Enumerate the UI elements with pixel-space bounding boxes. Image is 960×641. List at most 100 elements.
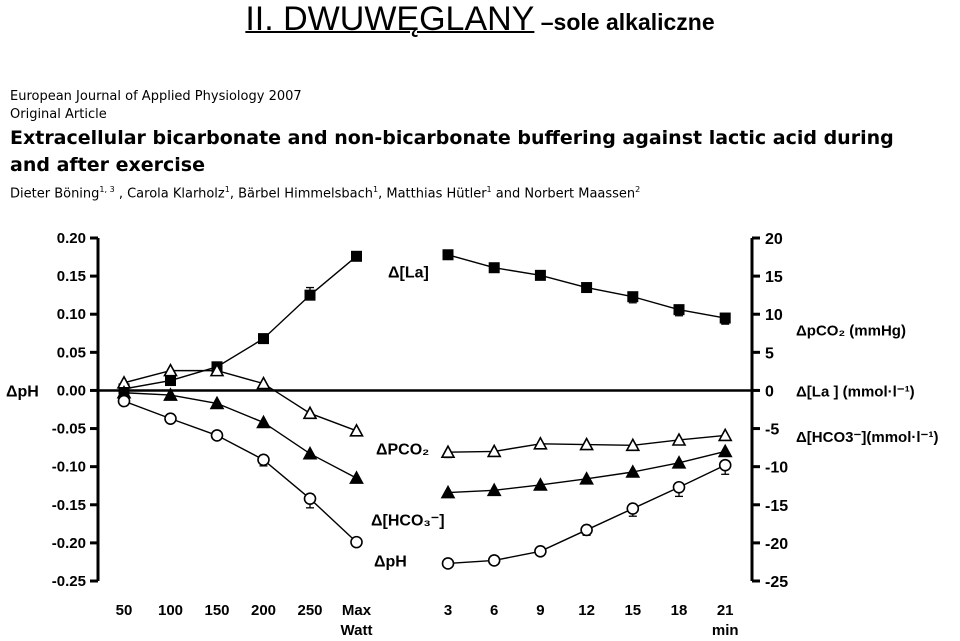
- data-point: [671, 432, 687, 446]
- data-point: [258, 333, 269, 345]
- x-tick-label: 100: [158, 602, 183, 619]
- data-point: [671, 455, 687, 469]
- series-line: [123, 255, 357, 390]
- journal-name: European Journal of Applied Physiology 2…: [10, 89, 302, 104]
- data-point: [718, 458, 732, 472]
- author-affiliation: 1, 3: [99, 185, 115, 194]
- author-name: Dieter Böning: [10, 186, 100, 202]
- data-point: [717, 427, 733, 442]
- author-affiliation: 1: [373, 185, 379, 194]
- data-point: [163, 387, 178, 401]
- left-tick-label: 0.20: [57, 230, 86, 247]
- data-point: [209, 362, 225, 377]
- right-tick-label: 15: [765, 269, 783, 286]
- left-tick-label: 0.15: [57, 268, 86, 285]
- left-tick-label: -0.20: [52, 535, 86, 552]
- data-point: [304, 289, 316, 301]
- data-point: [351, 250, 362, 262]
- left-tick-label: 0.00: [57, 382, 86, 399]
- author-separator: ,: [378, 186, 387, 202]
- series-line: [123, 392, 357, 479]
- data-point: [487, 554, 501, 567]
- data-point: [441, 557, 455, 570]
- data-point: [117, 394, 131, 408]
- right-tick-label: -15: [765, 498, 788, 515]
- data-point: [625, 437, 641, 452]
- series-label: ΔpH: [374, 553, 407, 570]
- data-point: [534, 544, 547, 558]
- x-tick-label: 18: [671, 602, 688, 619]
- article-title: Extracellular bicarbonate and non-bicarb…: [10, 127, 894, 176]
- chart: 0.20 0.15 0.10 0.05 0.00 -0.05 -0.10 -0.15 -0.20…: [6, 230, 938, 639]
- data-point: [533, 436, 548, 450]
- data-point: [717, 443, 733, 458]
- x-tick-label: Max: [342, 602, 372, 619]
- data-point: [349, 423, 364, 437]
- x-tick-label: 9: [536, 602, 544, 619]
- left-tick-label: -0.10: [52, 459, 86, 476]
- data-point: [209, 395, 225, 410]
- author-affiliation: 2: [635, 185, 641, 194]
- series-label: Δ[La]: [388, 264, 429, 281]
- left-axis-label: ΔpH: [6, 383, 39, 400]
- slide-title-main: II. DWUWĘGLANY: [245, 0, 535, 38]
- x-tick-label: 50: [116, 602, 133, 619]
- slide-title-sub: –sole alkaliczne: [534, 9, 715, 35]
- data-point: [626, 502, 640, 515]
- author-name: Norbert Maassen: [524, 186, 636, 202]
- data-point: [210, 429, 224, 442]
- data-point: [625, 464, 641, 478]
- data-point: [256, 414, 271, 429]
- author-separator: ,: [229, 186, 239, 202]
- left-tick-label: 0.05: [57, 344, 86, 361]
- data-point: [303, 492, 317, 505]
- data-point: [257, 453, 270, 467]
- data-point: [349, 470, 364, 484]
- data-point: [719, 312, 731, 324]
- data-point: [440, 444, 456, 458]
- data-point: [581, 282, 593, 294]
- right-tick-label: -10: [765, 460, 788, 477]
- right-tick-label: 20: [765, 231, 783, 248]
- right-tick-label: -20: [765, 536, 788, 553]
- data-point: [579, 471, 594, 485]
- data-point: [672, 480, 686, 494]
- left-tick-label: 0.10: [57, 306, 86, 323]
- x-tick-label: 12: [578, 602, 595, 619]
- x-unit-label: Watt: [341, 622, 373, 639]
- series-label: Δ[HCO₃⁻]: [371, 512, 445, 529]
- left-tick-label: -0.15: [52, 497, 86, 514]
- author-separator: ,: [114, 186, 128, 202]
- right-tick-label: -5: [765, 422, 779, 439]
- data-point: [302, 405, 318, 420]
- data-point: [486, 443, 502, 458]
- left-tick-label: -0.05: [52, 421, 86, 438]
- series-line: [123, 400, 357, 543]
- data-point: [350, 535, 363, 549]
- series-label: ΔPCO₂: [376, 441, 429, 458]
- data-point: [164, 412, 177, 425]
- author-name: Matthias Hütler: [386, 186, 487, 202]
- data-point: [486, 482, 502, 497]
- right-tick-label: -25: [765, 574, 788, 591]
- article-type: Original Article: [10, 107, 107, 122]
- author-separator: and: [491, 186, 525, 202]
- data-point: [580, 523, 593, 537]
- right-tick-label: 5: [765, 345, 774, 362]
- data-point: [488, 262, 500, 274]
- x-tick-label: 150: [204, 602, 229, 619]
- data-point: [627, 291, 639, 303]
- x-tick-label: 200: [251, 602, 276, 619]
- data-point: [163, 362, 178, 377]
- x-tick-label: 6: [490, 602, 498, 619]
- slide-title: II. DWUWĘGLANY –sole alkaliczne: [0, 0, 960, 42]
- data-point: [442, 249, 454, 261]
- data-point: [533, 477, 548, 491]
- x-unit-label: min: [712, 622, 739, 639]
- right-tick-label: 10: [765, 307, 783, 324]
- author-affiliation: 1: [224, 185, 230, 194]
- data-point: [673, 304, 685, 316]
- right-axis-label: Δ[La ] (mmol·l⁻¹): [796, 383, 915, 400]
- data-point: [165, 375, 176, 387]
- right-tick-label: 0: [765, 383, 774, 400]
